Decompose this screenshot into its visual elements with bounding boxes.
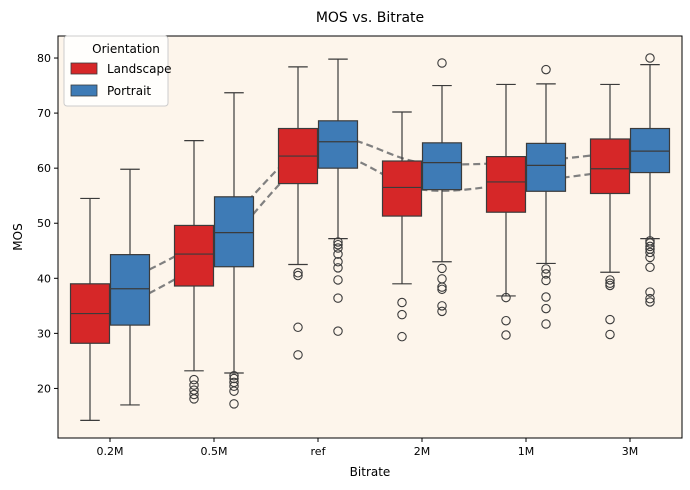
- box-portrait: [629, 53, 671, 307]
- iqr-box: [381, 160, 423, 217]
- outlier-point: [333, 326, 343, 336]
- box-portrait: [421, 58, 463, 317]
- y-tick-label: 60: [37, 162, 51, 175]
- y-tick-label: 80: [37, 52, 51, 65]
- iqr-box: [317, 120, 359, 169]
- box-landscape: [381, 111, 423, 342]
- box-portrait: [109, 168, 151, 406]
- x-tick-label: 1M: [518, 445, 535, 458]
- outlier-point: [645, 297, 655, 307]
- legend-title: Orientation: [92, 42, 160, 56]
- box-portrait: [525, 64, 567, 329]
- outlier-point: [293, 322, 303, 333]
- plot-frame: [57, 35, 683, 439]
- y-axis-label: MOS: [11, 223, 25, 250]
- box-portrait: [317, 58, 359, 336]
- outlier-point: [397, 297, 407, 308]
- outlier-point: [189, 380, 199, 390]
- outlier-point: [645, 241, 655, 252]
- outlier-point: [645, 247, 655, 258]
- y-tick-label: 40: [37, 272, 51, 285]
- iqr-box: [109, 254, 151, 326]
- chart-title: MOS vs. Bitrate: [316, 10, 424, 26]
- iqr-box: [213, 196, 255, 268]
- outlier-point: [437, 284, 447, 295]
- iqr-box: [421, 142, 463, 191]
- outlier-point: [437, 58, 447, 68]
- outlier-point: [501, 330, 511, 340]
- y-tick-label: 20: [37, 382, 51, 395]
- x-tick-label: 3M: [622, 445, 639, 458]
- outlier-point: [293, 270, 303, 281]
- box-portrait: [213, 92, 255, 409]
- y-tick-label: 50: [37, 217, 51, 230]
- y-tick-label: 30: [37, 327, 51, 340]
- outlier-point: [605, 314, 615, 325]
- iqr-box: [589, 138, 631, 195]
- outlier-point: [333, 239, 343, 250]
- x-tick-label: ref: [311, 445, 327, 458]
- outlier-point: [229, 399, 239, 409]
- outlier-point: [189, 394, 199, 404]
- outlier-point: [333, 243, 343, 253]
- box-landscape: [277, 66, 319, 360]
- outlier-point: [333, 293, 343, 303]
- outlier-point: [541, 303, 551, 314]
- x-tick-label: 0.2M: [97, 445, 124, 458]
- outlier-point: [229, 381, 239, 391]
- outlier-point: [293, 268, 303, 278]
- outlier-point: [605, 280, 615, 291]
- x-axis-label: Bitrate: [350, 465, 391, 479]
- outlier-point: [229, 373, 239, 384]
- outlier-point: [437, 301, 447, 311]
- outlier-point: [333, 263, 343, 273]
- outlier-point: [333, 249, 343, 259]
- outlier-point: [645, 252, 655, 263]
- outlier-point: [437, 306, 447, 317]
- outlier-point: [645, 238, 655, 248]
- outlier-point: [437, 263, 447, 274]
- x-tick-label: 0.5M: [201, 445, 228, 458]
- legend-label-portrait: Portrait: [107, 84, 151, 98]
- outlier-point: [333, 237, 343, 247]
- outlier-point: [501, 315, 511, 326]
- outlier-point: [541, 292, 551, 302]
- outlier-point: [541, 64, 551, 75]
- outlier-point: [333, 275, 343, 285]
- outlier-point: [605, 329, 615, 340]
- outlier-point: [645, 262, 655, 273]
- outlier-point: [229, 386, 239, 396]
- outlier-point: [645, 53, 655, 63]
- box-landscape: [589, 83, 631, 340]
- outlier-point: [605, 275, 615, 285]
- outlier-point: [541, 264, 551, 274]
- outlier-point: [645, 293, 655, 304]
- box-landscape: [69, 197, 111, 421]
- box-landscape: [485, 83, 527, 340]
- outlier-point: [397, 331, 407, 342]
- box-landscape: [173, 140, 215, 404]
- outlier-point: [541, 269, 551, 279]
- outlier-point: [397, 309, 407, 320]
- outlier-point: [229, 371, 239, 381]
- outlier-point: [189, 374, 199, 385]
- iqr-box: [485, 156, 527, 213]
- x-tick-label: 2M: [414, 445, 431, 458]
- outlier-point: [541, 275, 551, 286]
- legend-swatch-portrait: [70, 84, 98, 97]
- legend-swatch-landscape: [70, 62, 98, 75]
- outlier-point: [501, 292, 511, 303]
- legend-label-landscape: Landscape: [107, 62, 171, 76]
- outlier-point: [333, 257, 343, 267]
- outlier-point: [645, 287, 655, 297]
- outlier-point: [189, 389, 199, 400]
- y-tick-label: 70: [37, 107, 51, 120]
- legend: Orientation Landscape Portrait: [63, 35, 171, 107]
- iqr-box: [525, 142, 567, 192]
- outlier-point: [293, 350, 303, 360]
- iqr-box: [173, 224, 215, 287]
- outlier-point: [541, 319, 551, 329]
